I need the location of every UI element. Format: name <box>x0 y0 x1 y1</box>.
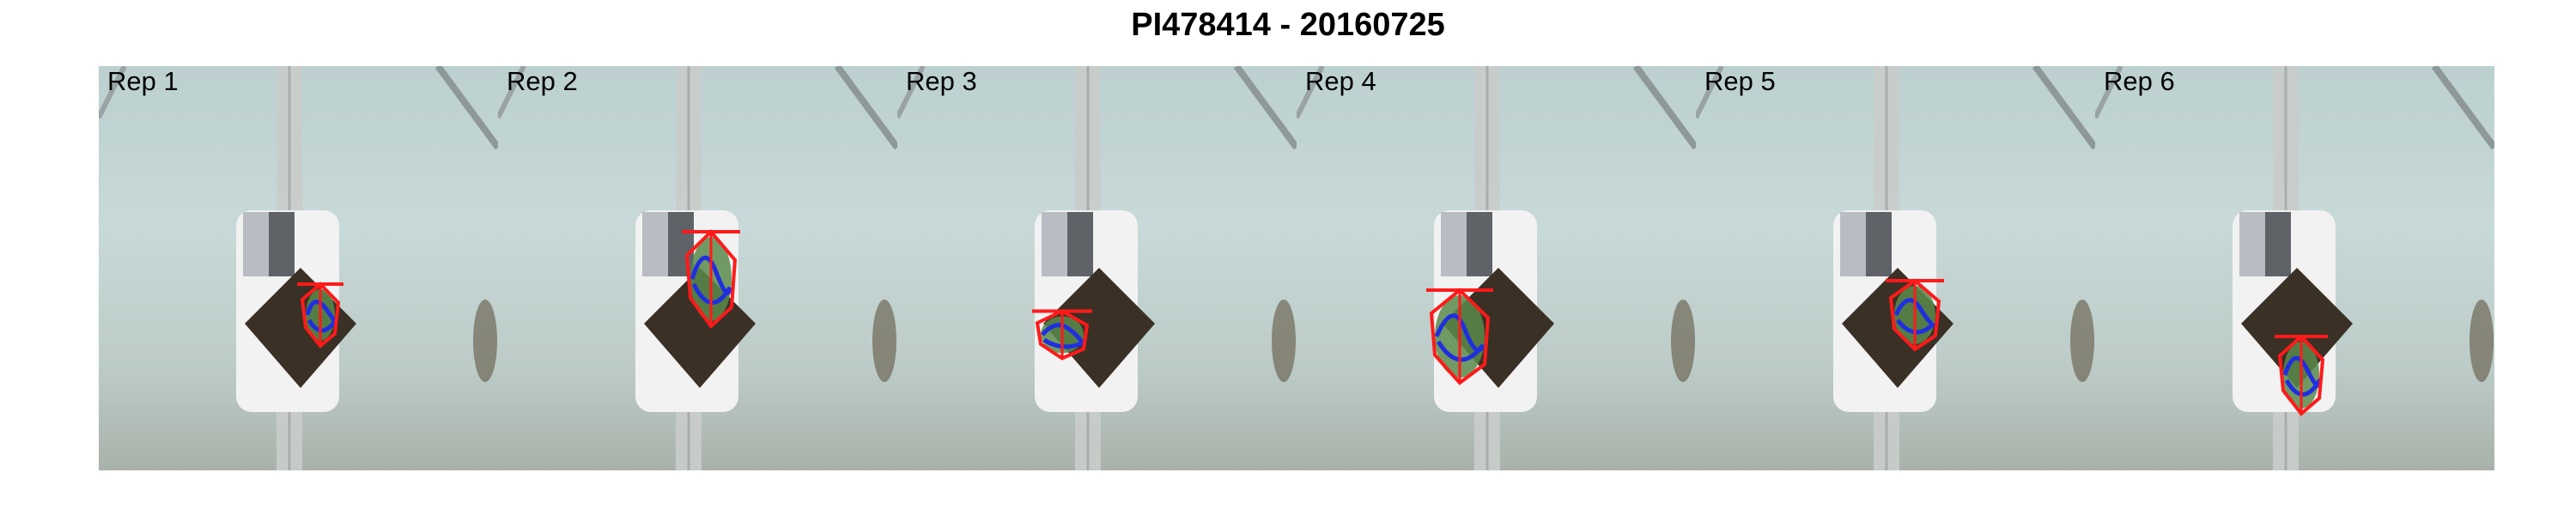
panel-rep-2: Rep 2 <box>498 66 897 470</box>
frame-bar <box>2095 66 2123 119</box>
panel-label: Rep 3 <box>906 66 977 96</box>
panel-label: Rep 2 <box>507 66 578 96</box>
carrier-block <box>2239 212 2265 276</box>
figure-title: PI478414 - 20160725 <box>1131 7 1445 43</box>
plant-photo <box>99 66 498 470</box>
carrier-block <box>1042 212 1067 276</box>
carrier-block <box>1840 212 1866 276</box>
panel-label: Rep 5 <box>1704 66 1776 96</box>
panel-label: Rep 1 <box>107 66 179 96</box>
debris <box>872 300 896 382</box>
plant-photo <box>897 66 1297 470</box>
panel-rep-4: Rep 4 <box>1297 66 1696 470</box>
soil-pot <box>1043 268 1155 388</box>
carrier-block <box>1441 212 1467 276</box>
frame-bar <box>834 66 897 150</box>
plant-photo <box>2095 66 2494 470</box>
debris <box>1272 300 1296 382</box>
debris <box>1671 300 1695 382</box>
frame-bar <box>99 66 127 119</box>
frame-bar <box>2032 66 2095 150</box>
plant-photo <box>1696 66 2095 470</box>
soil-pot <box>2241 268 2353 388</box>
image-strip: Rep 1 Rep 2 Rep 3 Rep 4 Rep 5 Rep 6 <box>99 66 2494 470</box>
panel-label: Rep 6 <box>2104 66 2175 96</box>
carrier-block <box>642 212 668 276</box>
carrier-block <box>243 212 269 276</box>
frame-bar <box>1297 66 1325 119</box>
frame-bar <box>1696 66 1724 119</box>
plant-photo <box>1297 66 1696 470</box>
plant-photo <box>498 66 897 470</box>
frame-bar <box>897 66 926 119</box>
soil-pot <box>1443 268 1554 388</box>
frame-bar <box>1233 66 1297 150</box>
panel-rep-5: Rep 5 <box>1696 66 2095 470</box>
panel-rep-3: Rep 3 <box>897 66 1297 470</box>
debris <box>2070 300 2094 382</box>
panel-label: Rep 4 <box>1305 66 1376 96</box>
frame-bar <box>498 66 526 119</box>
debris <box>473 300 497 382</box>
frame-bar <box>434 66 498 150</box>
panel-rep-6: Rep 6 <box>2095 66 2494 470</box>
debris <box>2470 300 2494 382</box>
frame-bar <box>1632 66 1696 150</box>
frame-bar <box>2431 66 2494 150</box>
panel-rep-1: Rep 1 <box>99 66 498 470</box>
